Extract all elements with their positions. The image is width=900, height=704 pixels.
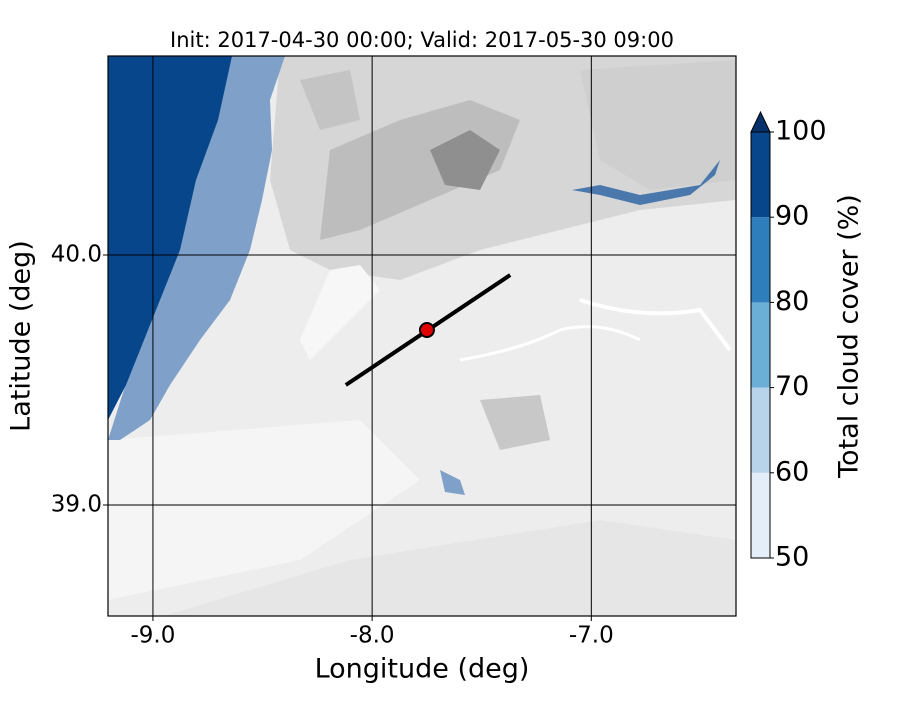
- colorbar-band: [751, 132, 770, 218]
- point-marker: [418, 322, 435, 338]
- y-tick-label: 40.0: [51, 242, 102, 268]
- x-axis-label: Longitude (deg): [315, 654, 530, 685]
- colorbar-tick-label: 80: [775, 286, 809, 317]
- terrain: [108, 56, 736, 616]
- colorbar-tick-label: 100: [775, 116, 827, 147]
- y-tick-label: 39.0: [51, 492, 102, 518]
- x-tick-label: -9.0: [130, 623, 175, 649]
- chart-title: Init: 2017-04-30 00:00; Valid: 2017-05-3…: [170, 28, 674, 52]
- colorbar-tick-label: 60: [775, 456, 809, 487]
- x-tick-label: -7.0: [569, 623, 614, 649]
- colorbar-extend: [750, 110, 771, 133]
- y-axis-label: Latitude (deg): [6, 240, 37, 432]
- plot-frame: [107, 55, 737, 617]
- colorbar-band: [751, 472, 770, 558]
- x-tick-label: -8.0: [350, 623, 395, 649]
- colorbar-tick-label: 90: [775, 201, 809, 232]
- colorbar-tick-label: 50: [775, 542, 809, 573]
- colorbar-label: Total cloud cover (%): [834, 194, 865, 479]
- colorbar-band: [751, 302, 770, 388]
- colorbar-frame: [750, 131, 771, 559]
- colorbar: 50 60 70 80 90 100: [750, 110, 827, 573]
- colorbar-band: [751, 217, 770, 303]
- grid: [108, 56, 736, 616]
- colorbar-tick-label: 70: [775, 371, 809, 402]
- colorbar-band: [751, 387, 770, 473]
- overlay: [344, 273, 512, 387]
